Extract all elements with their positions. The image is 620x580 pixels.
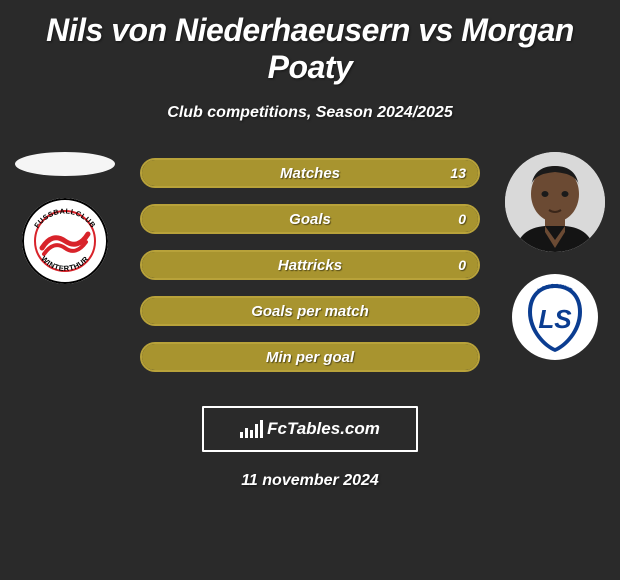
stat-value-right: 0 [458,211,466,227]
brand-box: FcTables.com [202,406,418,452]
player-face-icon [505,152,605,252]
winterthur-badge-icon: FUSSBALLCLUB WINTERTHUR [22,198,108,284]
stat-label: Min per goal [266,349,354,366]
right-club-badge: LS LAUSANNE [512,274,598,360]
right-player-column: LS LAUSANNE [500,152,610,360]
date-text: 11 november 2024 [0,472,620,490]
stat-bar: Matches 13 [140,158,480,188]
stat-value-right: 13 [450,165,466,181]
stat-bar: Min per goal [140,342,480,372]
left-player-column: FUSSBALLCLUB WINTERTHUR [10,152,120,284]
bar-chart-icon [240,420,263,438]
stat-label: Hattricks [278,257,342,274]
stat-bar: Goals 0 [140,204,480,234]
stat-label: Goals per match [251,303,369,320]
stat-bar: Hattricks 0 [140,250,480,280]
stat-value-right: 0 [458,257,466,273]
stat-label: Matches [280,165,340,182]
comparison-panel: FUSSBALLCLUB WINTERTHUR [0,152,620,392]
left-player-avatar [15,152,115,176]
brand-text: FcTables.com [267,419,380,439]
stat-bars: Matches 13 Goals 0 Hattricks 0 Goals per match… [140,158,480,372]
right-player-avatar [505,152,605,252]
stat-label: Goals [289,211,331,228]
stat-bar: Goals per match [140,296,480,326]
page-title: Nils von Niederhaeusern vs Morgan Poaty [0,0,620,86]
left-club-badge: FUSSBALLCLUB WINTERTHUR [22,198,108,284]
svg-text:LS: LS [538,304,572,334]
lausanne-badge-icon: LS LAUSANNE [512,274,598,360]
subtitle: Club competitions, Season 2024/2025 [0,104,620,122]
